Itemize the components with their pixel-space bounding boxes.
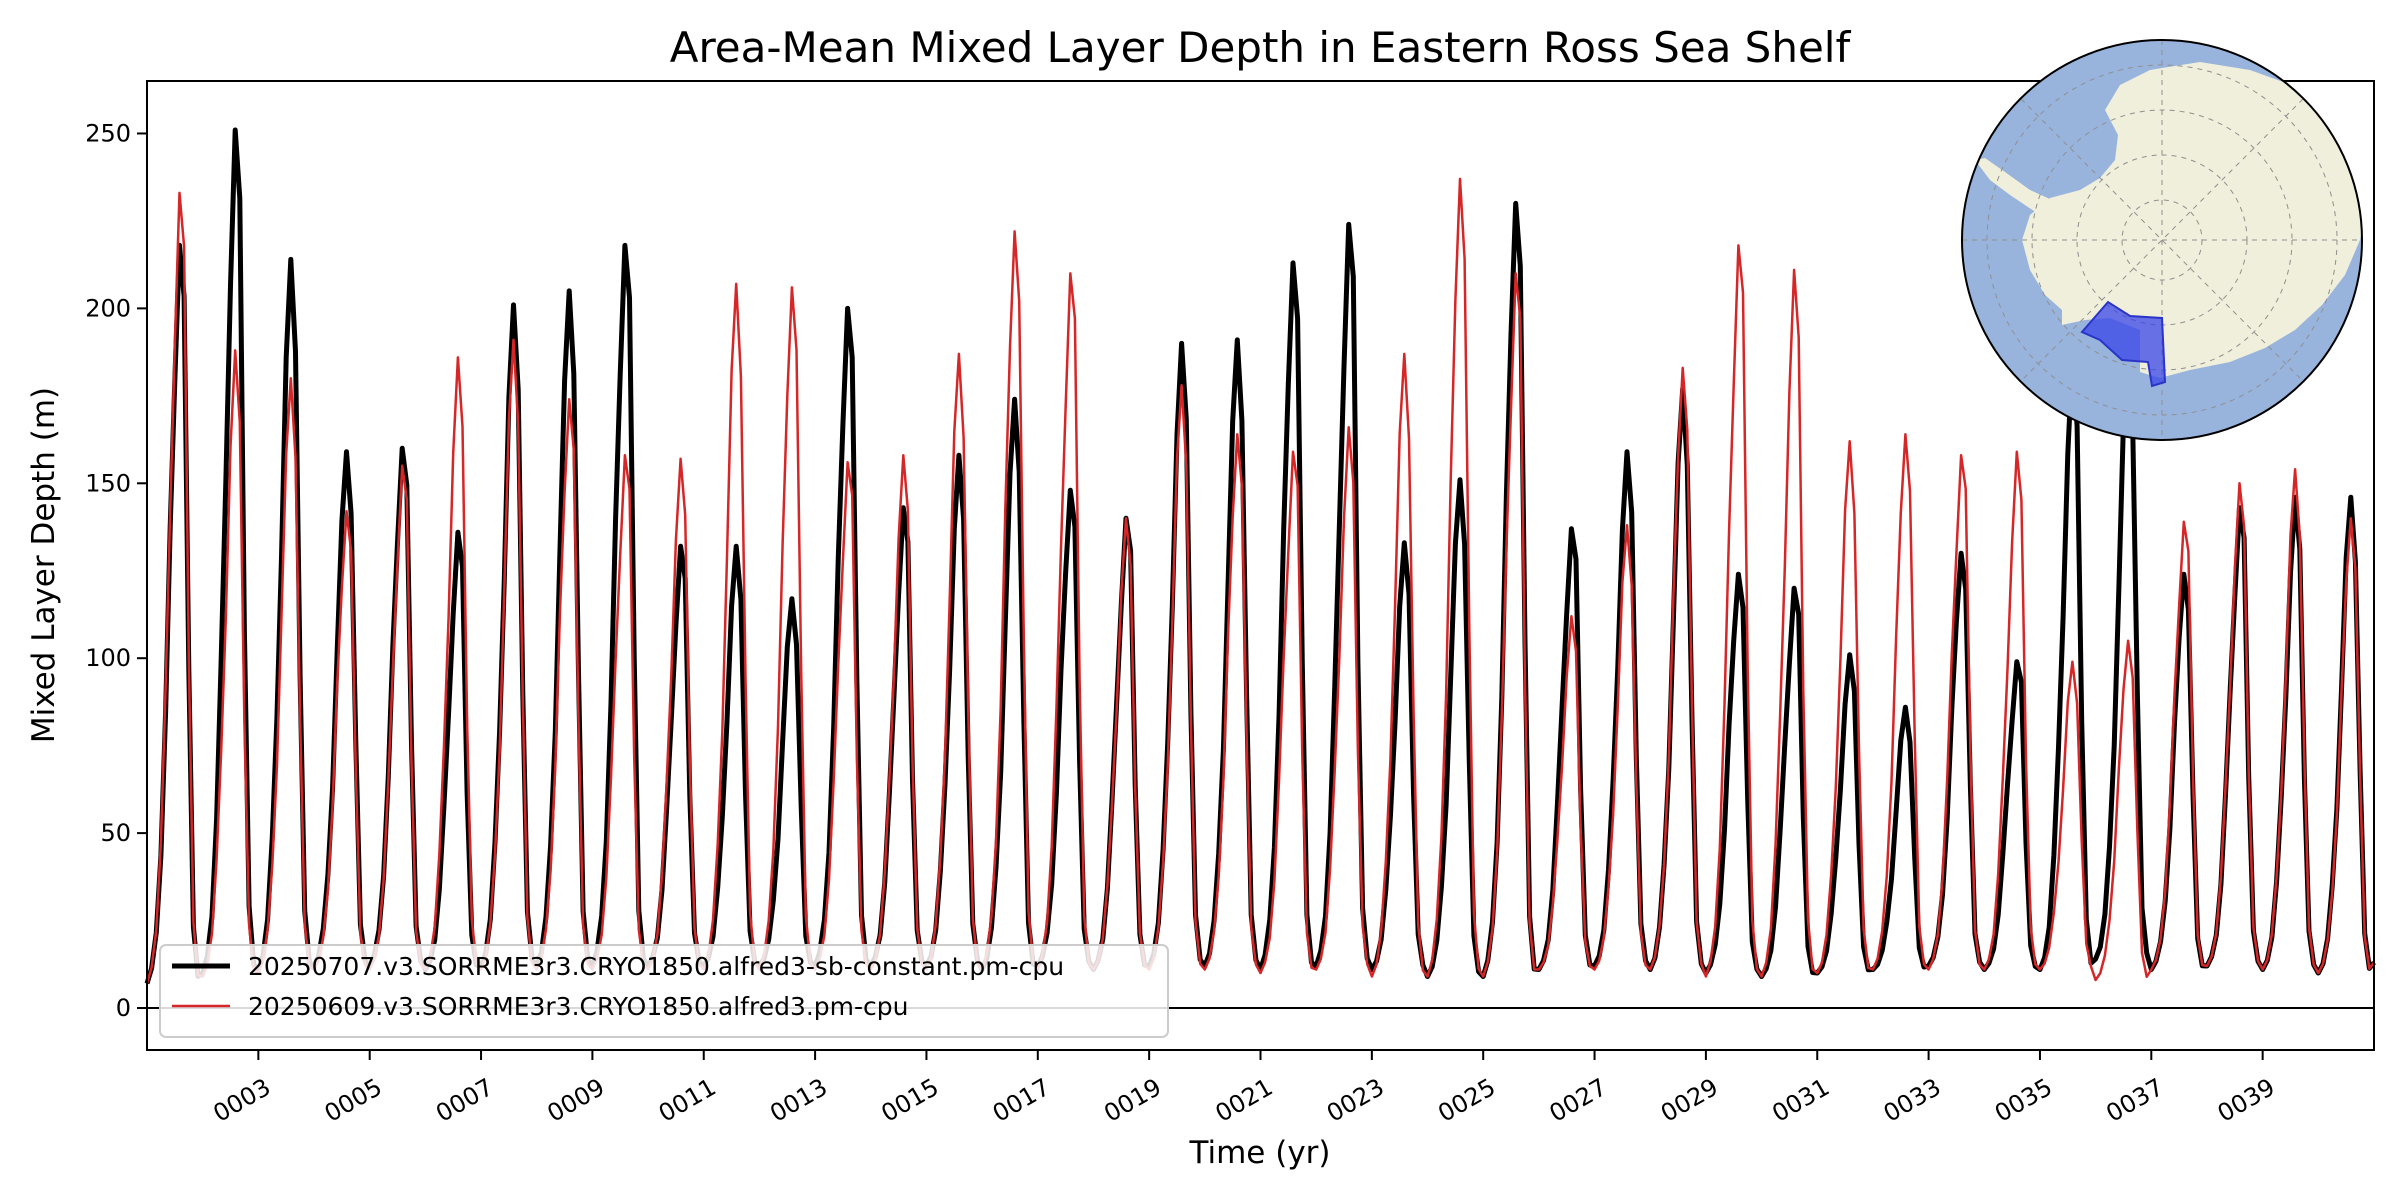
inset-region-eastern-ross-sea-shelf	[2080, 300, 2167, 388]
y-axis-title: Mixed Layer Depth (m)	[26, 387, 62, 743]
inset-map	[1961, 39, 2363, 441]
inset-peninsula	[1975, 158, 2052, 215]
series-line-2	[145, 177, 2376, 984]
y-tick-label: 50	[100, 819, 131, 847]
y-axis: 0 50 100 150 200 250	[85, 119, 147, 1022]
y-tick-label: 150	[85, 469, 131, 497]
y-tick-label: 0	[116, 994, 131, 1022]
y-tick-label: 100	[85, 644, 131, 672]
y-tick-label: 250	[85, 119, 131, 147]
x-axis-title: Time (yr)	[1189, 1135, 1331, 1171]
series-line-1	[144, 127, 2376, 985]
inset-antarctica-land	[2022, 62, 2362, 378]
legend-label-series-1: 20250707.v3.SORRME3r3.CRYO1850.alfred3-s…	[248, 952, 1064, 981]
chart-title: Area-Mean Mixed Layer Depth in Eastern R…	[670, 23, 1852, 72]
legend: 20250707.v3.SORRME3r3.CRYO1850.alfred3-s…	[159, 944, 1169, 1038]
legend-label-series-2: 20250609.v3.SORRME3r3.CRYO1850.alfred3.p…	[248, 992, 909, 1021]
y-tick-label: 200	[85, 294, 131, 322]
